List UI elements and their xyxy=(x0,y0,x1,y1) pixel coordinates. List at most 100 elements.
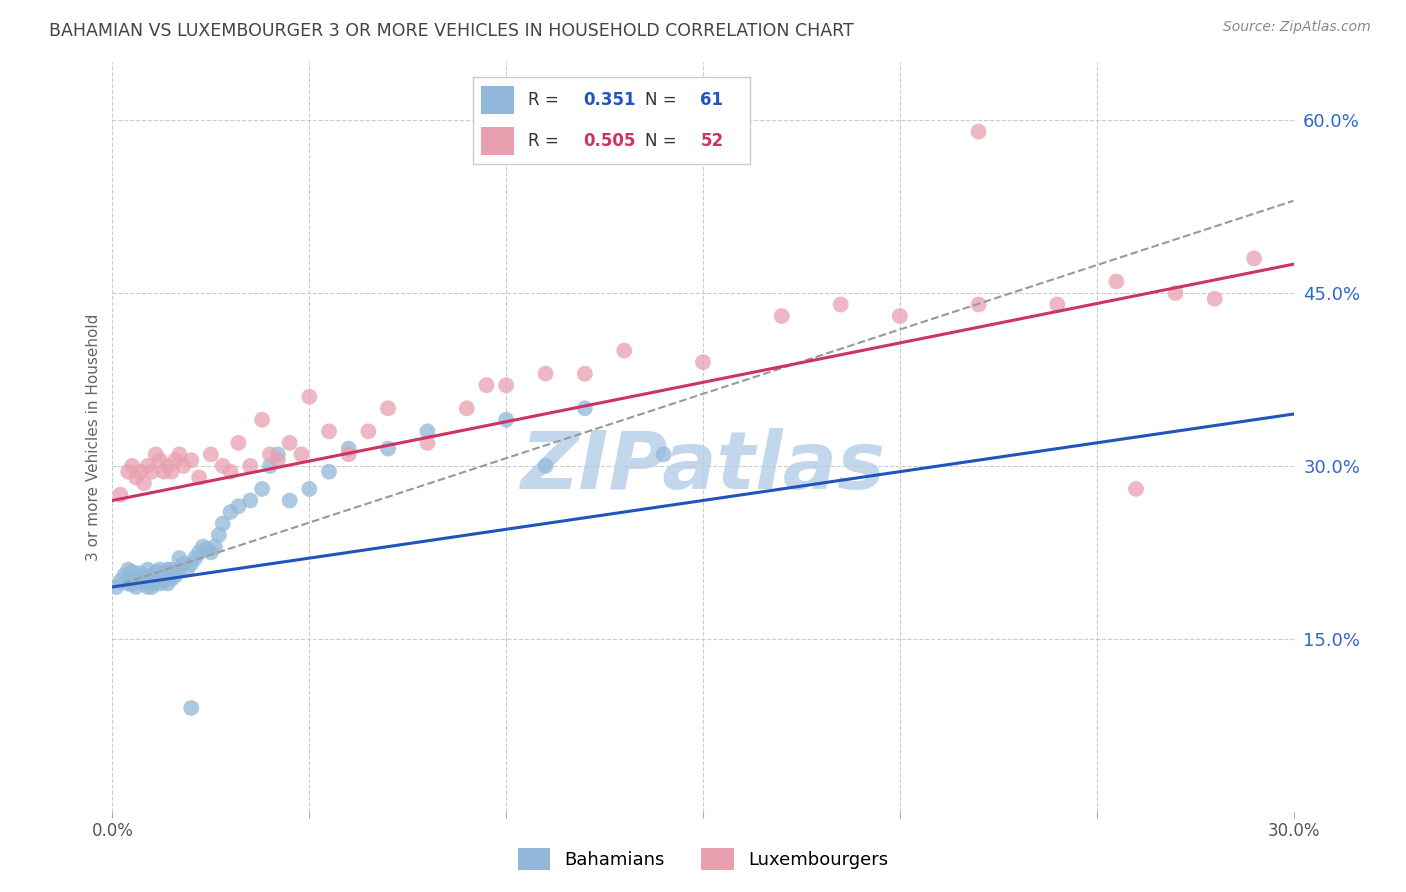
Point xyxy=(652,447,675,461)
Point xyxy=(121,571,143,585)
Point xyxy=(259,458,281,473)
Point xyxy=(267,447,290,461)
Point xyxy=(105,580,128,594)
Point xyxy=(534,367,557,381)
Point xyxy=(145,574,167,589)
Point xyxy=(129,574,152,589)
Point xyxy=(188,545,211,559)
Point xyxy=(456,401,478,416)
Point xyxy=(416,425,439,439)
Point xyxy=(692,355,714,369)
Text: Source: ZipAtlas.com: Source: ZipAtlas.com xyxy=(1223,20,1371,34)
Point xyxy=(337,447,360,461)
Legend: Bahamians, Luxembourgers: Bahamians, Luxembourgers xyxy=(510,841,896,878)
Point xyxy=(228,500,250,514)
Point xyxy=(152,566,174,580)
Point xyxy=(180,453,202,467)
Point xyxy=(337,442,360,456)
Point xyxy=(176,563,198,577)
Point xyxy=(169,563,191,577)
Point xyxy=(136,458,159,473)
Point xyxy=(141,580,163,594)
Point xyxy=(121,458,143,473)
Point xyxy=(1125,482,1147,496)
Point xyxy=(156,458,179,473)
Point xyxy=(250,413,273,427)
Point xyxy=(145,447,167,461)
Point xyxy=(534,458,557,473)
Point xyxy=(121,577,143,591)
Point xyxy=(110,574,132,589)
Point xyxy=(172,458,194,473)
Point xyxy=(204,540,226,554)
Point xyxy=(613,343,636,358)
Point xyxy=(121,565,143,579)
Point xyxy=(136,563,159,577)
Point xyxy=(195,541,218,556)
Point xyxy=(318,465,340,479)
Point xyxy=(117,576,139,591)
Point xyxy=(1164,285,1187,300)
Point xyxy=(132,576,155,591)
Point xyxy=(132,476,155,491)
Point xyxy=(156,563,179,577)
Point xyxy=(298,390,321,404)
Point xyxy=(1046,297,1069,311)
Point xyxy=(1105,275,1128,289)
Point xyxy=(184,551,207,566)
Point xyxy=(160,572,183,586)
Point xyxy=(180,557,202,571)
Point xyxy=(169,551,191,566)
Point xyxy=(830,297,852,311)
Point xyxy=(149,576,172,591)
Point xyxy=(377,401,399,416)
Point xyxy=(165,568,187,582)
Point xyxy=(145,565,167,579)
Point xyxy=(156,576,179,591)
Point xyxy=(357,425,380,439)
Point xyxy=(129,566,152,580)
Point xyxy=(574,401,596,416)
Point xyxy=(125,470,148,484)
Point xyxy=(495,413,517,427)
Point xyxy=(495,378,517,392)
Point xyxy=(165,453,187,467)
Point xyxy=(141,574,163,589)
Point xyxy=(149,453,172,467)
Point xyxy=(250,482,273,496)
Point xyxy=(1243,252,1265,266)
Point xyxy=(191,540,214,554)
Point xyxy=(228,435,250,450)
Point xyxy=(149,563,172,577)
Point xyxy=(290,447,312,461)
Point xyxy=(125,572,148,586)
Point xyxy=(132,568,155,582)
Point xyxy=(219,505,242,519)
Point xyxy=(259,447,281,461)
Point xyxy=(125,580,148,594)
Point xyxy=(169,447,191,461)
Point xyxy=(770,309,793,323)
Point xyxy=(475,378,498,392)
Point xyxy=(117,465,139,479)
Point xyxy=(416,435,439,450)
Point xyxy=(141,465,163,479)
Point xyxy=(200,447,222,461)
Point xyxy=(160,465,183,479)
Point xyxy=(110,488,132,502)
Text: BAHAMIAN VS LUXEMBOURGER 3 OR MORE VEHICLES IN HOUSEHOLD CORRELATION CHART: BAHAMIAN VS LUXEMBOURGER 3 OR MORE VEHIC… xyxy=(49,22,853,40)
Point xyxy=(136,580,159,594)
Point xyxy=(129,465,152,479)
Point xyxy=(239,493,262,508)
Point xyxy=(152,465,174,479)
Point xyxy=(889,309,911,323)
Y-axis label: 3 or more Vehicles in Household: 3 or more Vehicles in Household xyxy=(86,313,101,561)
Point xyxy=(219,465,242,479)
Point xyxy=(200,545,222,559)
Point xyxy=(967,297,990,311)
Point xyxy=(967,125,990,139)
Point xyxy=(136,574,159,589)
Point xyxy=(141,568,163,582)
Point xyxy=(152,574,174,589)
Point xyxy=(1204,292,1226,306)
